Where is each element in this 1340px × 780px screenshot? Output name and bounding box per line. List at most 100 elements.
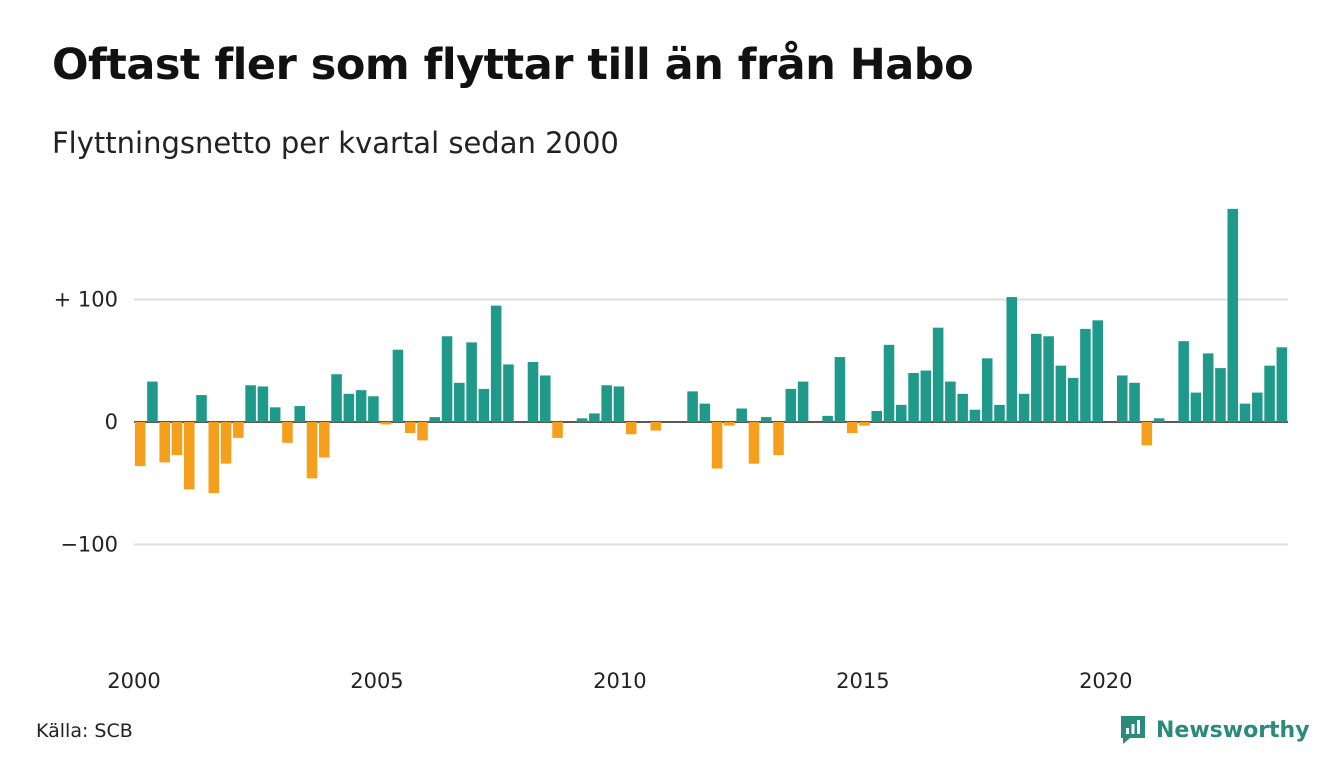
bar bbox=[404, 422, 416, 434]
x-tick-label: 2020 bbox=[1079, 669, 1132, 693]
bar bbox=[822, 415, 833, 423]
bar bbox=[1178, 341, 1189, 422]
bar bbox=[355, 390, 367, 422]
bar bbox=[478, 388, 490, 423]
bar bbox=[552, 422, 563, 438]
bar bbox=[441, 336, 453, 422]
bar bbox=[1141, 422, 1153, 446]
bar bbox=[797, 381, 809, 422]
bar bbox=[736, 408, 747, 422]
bar bbox=[527, 361, 539, 423]
bar bbox=[871, 410, 883, 423]
bar bbox=[969, 409, 981, 422]
bar bbox=[760, 417, 772, 422]
bar bbox=[711, 422, 723, 469]
y-axis-labels: + 100 0 −100 bbox=[54, 288, 118, 557]
bar bbox=[650, 422, 662, 431]
bar bbox=[1006, 297, 1018, 422]
bar bbox=[1031, 333, 1042, 422]
bar bbox=[466, 342, 477, 423]
bar bbox=[1055, 365, 1067, 422]
bar bbox=[368, 396, 379, 422]
bar bbox=[1116, 375, 1128, 422]
bar bbox=[785, 388, 797, 423]
bar bbox=[724, 422, 735, 426]
bar bbox=[920, 370, 932, 422]
bar bbox=[319, 422, 330, 458]
x-tick-label: 2005 bbox=[350, 669, 403, 693]
y-tick-label: + 100 bbox=[54, 288, 118, 312]
bar bbox=[134, 422, 146, 467]
chart-subtitle: Flyttningsnetto per kvartal sedan 2000 bbox=[52, 126, 619, 160]
x-axis-labels: 2000 2005 2010 2015 2020 bbox=[107, 669, 1132, 693]
bar bbox=[945, 381, 956, 422]
source-note: Källa: SCB bbox=[36, 720, 133, 742]
bar bbox=[1129, 382, 1140, 422]
bar bbox=[1043, 336, 1054, 422]
bar bbox=[331, 374, 342, 423]
bar bbox=[257, 386, 269, 423]
bar bbox=[834, 357, 846, 422]
bar bbox=[171, 422, 183, 456]
bar bbox=[589, 413, 600, 423]
bar bbox=[183, 422, 195, 490]
x-tick-label: 2015 bbox=[836, 669, 889, 693]
bar bbox=[245, 385, 256, 422]
bar bbox=[994, 404, 1005, 422]
bar bbox=[699, 403, 711, 423]
brand-logo: Newsworthy bbox=[1118, 714, 1310, 746]
bar bbox=[748, 422, 760, 464]
bar bbox=[981, 358, 993, 422]
y-tick-label: −100 bbox=[60, 533, 118, 557]
bar bbox=[196, 395, 207, 422]
bar bbox=[380, 422, 391, 425]
bar bbox=[1227, 208, 1239, 422]
bar bbox=[613, 386, 625, 423]
bar bbox=[625, 422, 637, 435]
bar bbox=[1252, 392, 1263, 422]
bars bbox=[134, 208, 1288, 494]
bar bbox=[539, 375, 551, 422]
bar bbox=[1239, 403, 1251, 423]
bar bbox=[220, 422, 232, 464]
bar bbox=[294, 406, 306, 422]
chart-title: Oftast fler som flyttar till än från Hab… bbox=[52, 40, 974, 90]
bar bbox=[208, 422, 220, 494]
bar bbox=[1190, 392, 1202, 422]
bar bbox=[687, 391, 698, 423]
bar bbox=[896, 404, 907, 422]
x-tick-label: 2010 bbox=[593, 669, 646, 693]
bar bbox=[147, 381, 158, 422]
bar bbox=[417, 422, 428, 441]
bar bbox=[269, 407, 281, 422]
bar bbox=[306, 422, 318, 479]
bar bbox=[233, 422, 244, 438]
bar bbox=[773, 422, 784, 456]
x-tick-label: 2000 bbox=[107, 669, 160, 693]
bar bbox=[454, 382, 465, 422]
bar bbox=[576, 418, 588, 422]
bar bbox=[429, 417, 441, 422]
bar bbox=[957, 393, 968, 422]
bar bbox=[1264, 365, 1275, 422]
bar bbox=[159, 422, 170, 463]
bar bbox=[908, 373, 919, 422]
bar bbox=[1067, 377, 1079, 422]
bar bbox=[1080, 328, 1091, 422]
bar bbox=[1202, 353, 1214, 422]
bar bbox=[883, 344, 895, 422]
bar bbox=[846, 422, 858, 434]
bar bbox=[343, 393, 355, 422]
bar bbox=[601, 385, 612, 422]
bar bbox=[282, 422, 293, 443]
bar bbox=[1092, 320, 1103, 422]
bar bbox=[1276, 347, 1288, 422]
bar bbox=[503, 364, 514, 423]
bar bbox=[392, 349, 404, 423]
bar bbox=[859, 422, 870, 426]
brand-name: Newsworthy bbox=[1156, 717, 1310, 743]
y-tick-label: 0 bbox=[105, 410, 118, 434]
newsworthy-logo-icon bbox=[1121, 716, 1145, 744]
bar bbox=[1153, 418, 1165, 422]
